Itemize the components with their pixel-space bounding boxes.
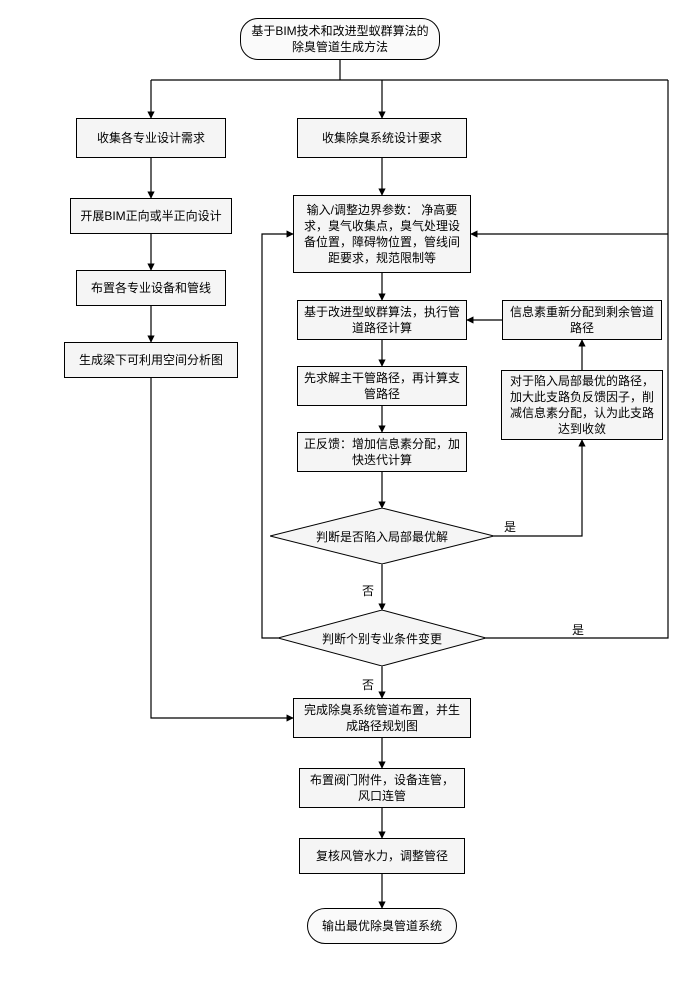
edge-label-3: 否: [362, 676, 374, 693]
node-b3: 复核风管水力，调整管径: [299, 838, 465, 874]
edge-label-2: 否: [362, 582, 374, 599]
node-title: 基于BIM技术和改进型蚁群算法的除臭管道生成方法: [240, 18, 440, 60]
node-d2-label: 判断个别专业条件变更: [278, 610, 486, 666]
node-l3: 布置各专业设备和管线: [76, 270, 226, 306]
edge-23: [262, 234, 293, 638]
node-b1: 完成除臭系统管道布置，并生成路径规划图: [293, 698, 471, 738]
node-r3: 基于改进型蚁群算法，执行管道路径计算: [297, 300, 467, 340]
node-l2: 开展BIM正向或半正向设计: [70, 198, 232, 234]
node-r2: 输入/调整边界参数： 净高要求，臭气收集点，臭气处理设备位置，障碍物位置，管线间…: [293, 195, 471, 273]
node-d2: 判断个别专业条件变更: [278, 610, 486, 666]
node-r5: 正反馈：增加信息素分配，加快迭代计算: [297, 432, 467, 472]
flowchart-canvas: 基于BIM技术和改进型蚁群算法的除臭管道生成方法收集各专业设计需求 收集除臭系统设…: [0, 0, 691, 1000]
edge-21: [486, 80, 668, 638]
node-d1: 判断是否陷入局部最优解: [270, 508, 494, 564]
node-r1: 收集除臭系统设计要求: [297, 118, 467, 158]
node-b2: 布置阀门附件，设备连管，风口连管: [299, 768, 465, 808]
node-l1: 收集各专业设计需求: [76, 118, 226, 158]
node-rr1: 信息素重新分配到剩余管道路径: [502, 300, 662, 340]
edge-label-0: 是: [504, 518, 516, 535]
edge-label-1: 是: [572, 621, 584, 638]
node-r4: 先求解主干管路径，再计算支管路径: [297, 366, 467, 406]
node-l4: 生成梁下可利用空间分析图: [64, 342, 238, 378]
node-out: 输出最优除臭管道系统: [307, 908, 457, 944]
node-d1-label: 判断是否陷入局部最优解: [270, 508, 494, 564]
node-rr2: 对于陷入局部最优的路径，加大此支路负反馈因子，削减信息素分配，认为此支路达到收敛: [501, 370, 663, 440]
